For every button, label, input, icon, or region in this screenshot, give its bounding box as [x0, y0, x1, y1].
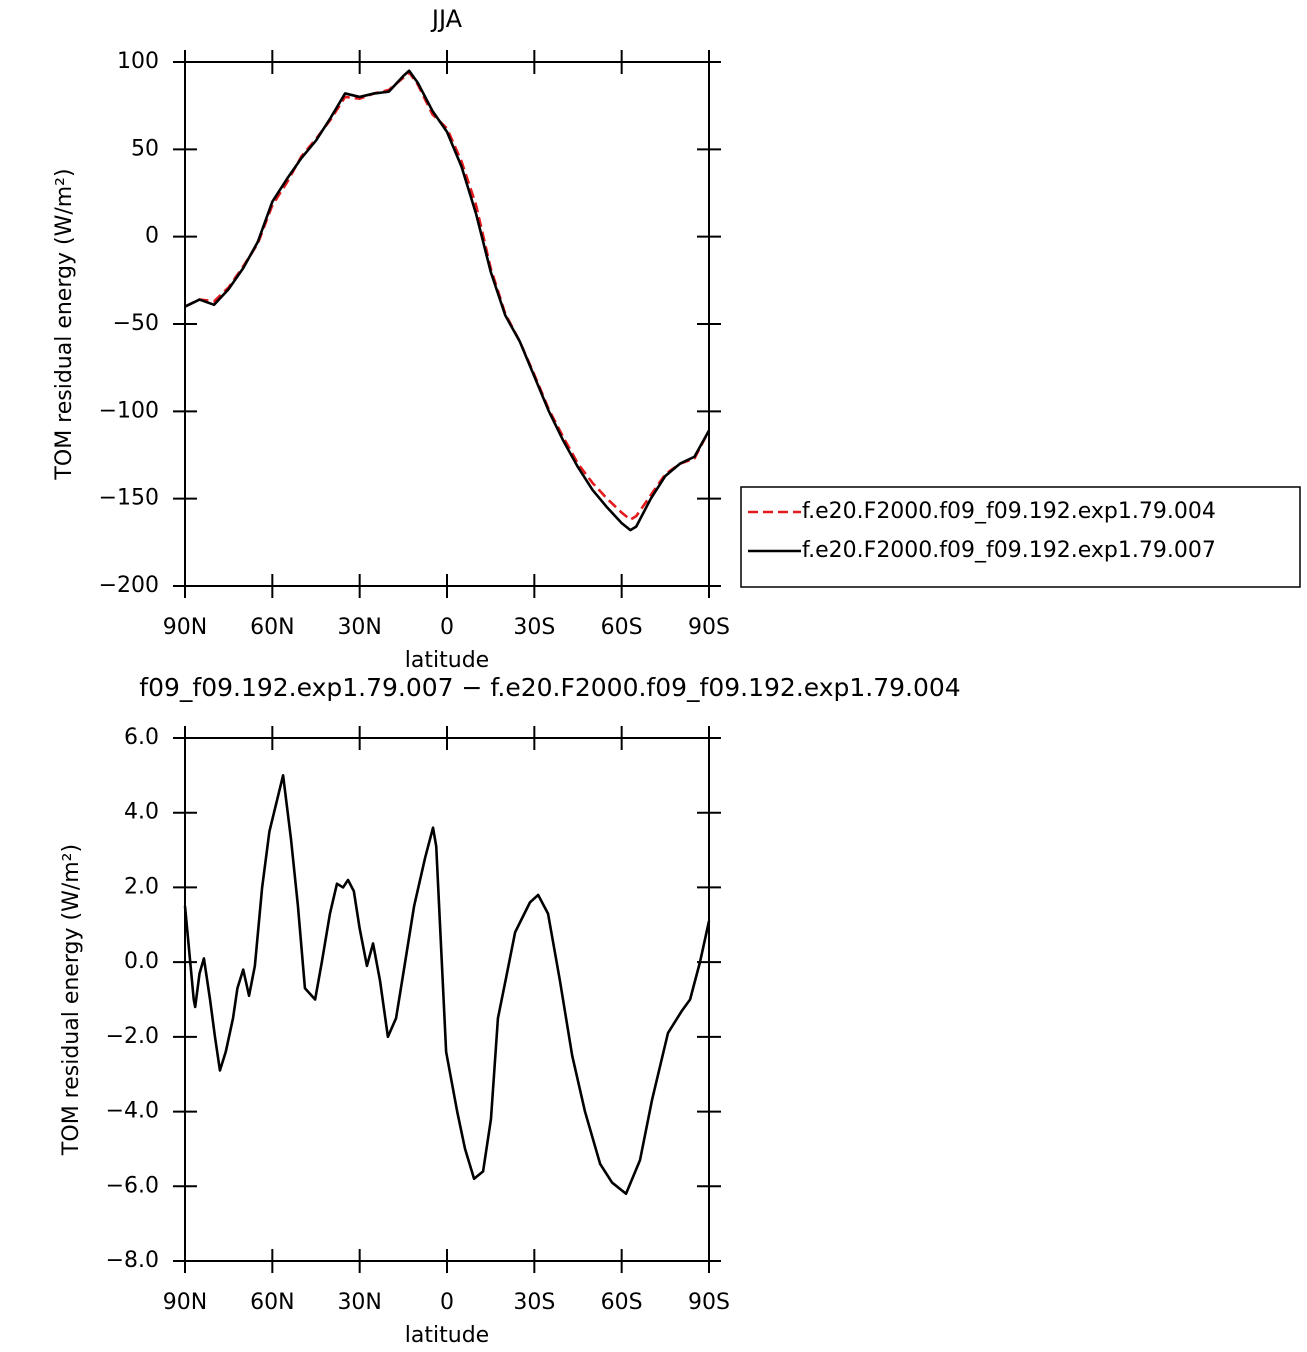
chart-title: JJA [430, 5, 463, 33]
x-tick-label: 90N [163, 615, 207, 640]
y-axis-label: TOM residual energy (W/m²) [59, 844, 84, 1156]
y-tick-label: 2.0 [124, 874, 159, 899]
plot-frame [184, 61, 710, 587]
x-tick-label: 0 [440, 615, 454, 640]
y-tick-label: 0 [145, 224, 159, 249]
x-tick-label: 90N [163, 1290, 207, 1315]
legend-label: f.e20.F2000.f09_f09.192.exp1.79.007 [802, 538, 1216, 563]
x-tick-label: 30S [513, 1290, 555, 1315]
y-tick-label: −8.0 [106, 1248, 159, 1273]
y-tick-label: 0.0 [124, 949, 159, 974]
y-tick-label: −150 [99, 486, 159, 511]
x-tick-label: 30N [337, 1290, 381, 1315]
legend-label: f.e20.F2000.f09_f09.192.exp1.79.004 [802, 499, 1216, 524]
x-tick-label: 60N [250, 615, 294, 640]
y-axis-label: TOM residual energy (W/m²) [52, 168, 77, 480]
y-tick-label: 6.0 [124, 725, 159, 750]
x-tick-label: 90S [688, 1290, 730, 1315]
y-tick-label: −50 [113, 311, 159, 336]
data-line [184, 69, 711, 532]
y-tick-label: −6.0 [106, 1173, 159, 1198]
y-tick-label: −4.0 [106, 1099, 159, 1124]
chart-title: f09_f09.192.exp1.79.007 − f.e20.F2000.f0… [139, 673, 960, 702]
x-axis-label: latitude [405, 1323, 489, 1348]
y-tick-label: −2.0 [106, 1024, 159, 1049]
x-tick-label: 60S [601, 615, 643, 640]
data-line [183, 774, 711, 1196]
x-tick-label: 60N [250, 1290, 294, 1315]
x-axis-label: latitude [405, 648, 489, 673]
data-line [184, 71, 711, 521]
x-tick-label: 90S [688, 615, 730, 640]
x-tick-label: 0 [440, 1290, 454, 1315]
y-tick-label: −100 [99, 398, 159, 423]
x-tick-label: 30S [513, 615, 555, 640]
y-tick-label: −200 [99, 573, 159, 598]
y-tick-label: 100 [117, 49, 159, 74]
x-tick-label: 60S [601, 1290, 643, 1315]
y-tick-label: 4.0 [124, 800, 159, 825]
y-tick-label: 50 [131, 136, 159, 161]
x-tick-label: 30N [337, 615, 381, 640]
legend-box [740, 486, 1301, 588]
